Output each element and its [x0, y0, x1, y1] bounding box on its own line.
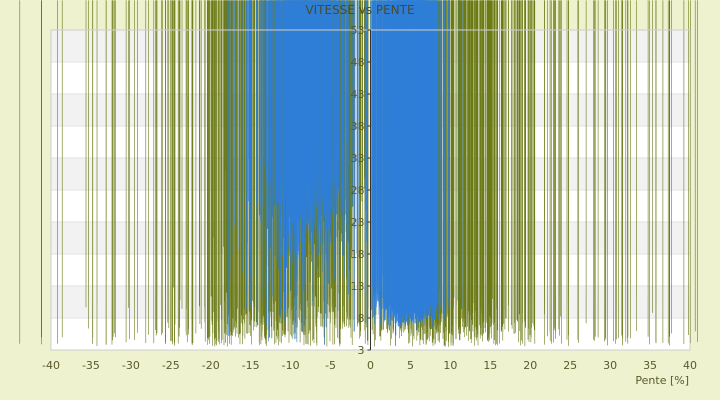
x-tick-label: 30 [603, 359, 617, 372]
x-tick-label: -15 [242, 359, 260, 372]
x-tick-label: 40 [683, 359, 697, 372]
y-tick-label: 23 [351, 216, 365, 229]
x-tick-label: 0 [367, 359, 374, 372]
chart-title: VITESSE vs PENTE [305, 3, 414, 17]
x-tick-label: 25 [563, 359, 577, 372]
x-tick-label: 10 [443, 359, 457, 372]
y-tick-label: 28 [351, 184, 365, 197]
x-tick-label: -20 [202, 359, 220, 372]
x-tick-label: 15 [483, 359, 497, 372]
x-tick-label: 35 [643, 359, 657, 372]
x-tick-label: -40 [42, 359, 60, 372]
x-axis-title: Pente [%] [635, 374, 689, 387]
y-tick-label: 48 [351, 56, 365, 69]
x-tick-label: -5 [325, 359, 336, 372]
y-tick-label: 18 [351, 248, 365, 261]
y-tick-label: 3 [358, 344, 365, 357]
y-tick-label: 38 [351, 120, 365, 133]
data-points [19, 0, 698, 347]
x-tick-label: -35 [82, 359, 100, 372]
y-tick-label: 53 [351, 24, 365, 37]
x-tick-label: -25 [162, 359, 180, 372]
y-tick-label: 8 [358, 312, 365, 325]
x-tick-label: 5 [407, 359, 414, 372]
y-tick-label: 13 [351, 280, 365, 293]
x-tick-label: -30 [122, 359, 140, 372]
y-tick-label: 43 [351, 88, 365, 101]
x-tick-label: -10 [282, 359, 300, 372]
y-tick-label: 33 [351, 152, 365, 165]
x-tick-label: 20 [523, 359, 537, 372]
x-tick-labels: -40 -35 -30 -25 -20 -15 -10 -5 0 5 10 15 20 25 30 35 40 [42, 359, 697, 372]
